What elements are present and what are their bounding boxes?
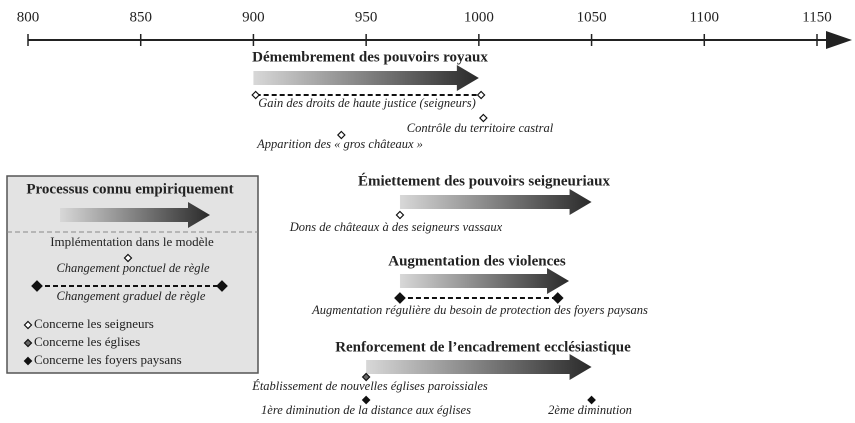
- event-marker: [23, 320, 33, 330]
- process-arrow: [399, 268, 570, 294]
- event-label: Gain des droits de haute justice (seigne…: [258, 96, 476, 110]
- event-marker: [361, 372, 371, 382]
- tick-label: 900: [242, 9, 265, 25]
- event-marker: [394, 292, 406, 304]
- event-label: Établissement de nouvelles églises paroi…: [251, 379, 488, 393]
- process-arrow: [399, 189, 592, 215]
- event-marker: [23, 338, 33, 348]
- event-marker: [361, 395, 371, 405]
- event-label: Dons de châteaux à des seigneurs vassaux: [289, 220, 503, 234]
- tick-label: 1000: [464, 9, 494, 25]
- event-label: Contrôle du territoire castral: [407, 121, 554, 135]
- event-label: 2ème diminution: [548, 403, 632, 417]
- event-marker: [551, 292, 564, 304]
- event-label: Augmentation régulière du besoin de prot…: [311, 303, 648, 317]
- tick-label: 1100: [690, 9, 719, 25]
- tick-label: 1150: [802, 9, 831, 25]
- axis-arrow: [826, 31, 852, 49]
- process-title: Émiettement des pouvoirs seigneuriaux: [358, 172, 611, 189]
- process-title: Augmentation des violences: [388, 253, 566, 269]
- process-arrow: [60, 202, 210, 228]
- legend-kind: Concerne les églises: [34, 334, 140, 349]
- event-marker: [123, 253, 133, 263]
- event-marker: [336, 130, 346, 140]
- process-title: Démembrement des pouvoirs royaux: [252, 49, 488, 65]
- legend-model: Implémentation dans le modèle: [50, 234, 214, 249]
- event-marker: [587, 395, 596, 405]
- tick-label: 850: [129, 9, 152, 25]
- tick-label: 1050: [577, 9, 607, 25]
- event-marker: [395, 210, 405, 220]
- legend-title: Processus connu empiriquement: [26, 181, 233, 197]
- legend-kind: Concerne les foyers paysans: [34, 352, 182, 367]
- event-marker: [251, 90, 261, 100]
- legend-punctual: Changement ponctuel de règle: [56, 261, 210, 275]
- event-label: Apparition des « gros châteaux »: [256, 137, 423, 151]
- process-arrow: [253, 65, 479, 91]
- event-label: 1ère diminution de la distance aux églis…: [261, 403, 471, 417]
- event-marker: [476, 90, 486, 100]
- legend-gradual: Changement graduel de règle: [57, 289, 206, 303]
- tick-label: 950: [355, 9, 378, 25]
- event-marker: [479, 113, 488, 123]
- process-arrow: [366, 354, 592, 380]
- legend-kind: Concerne les seigneurs: [34, 316, 154, 331]
- event-marker: [31, 280, 43, 292]
- process-title: Renforcement de l’encadrement ecclésiast…: [335, 339, 631, 355]
- tick-label: 800: [17, 9, 40, 25]
- event-marker: [23, 356, 33, 366]
- event-marker: [216, 280, 228, 292]
